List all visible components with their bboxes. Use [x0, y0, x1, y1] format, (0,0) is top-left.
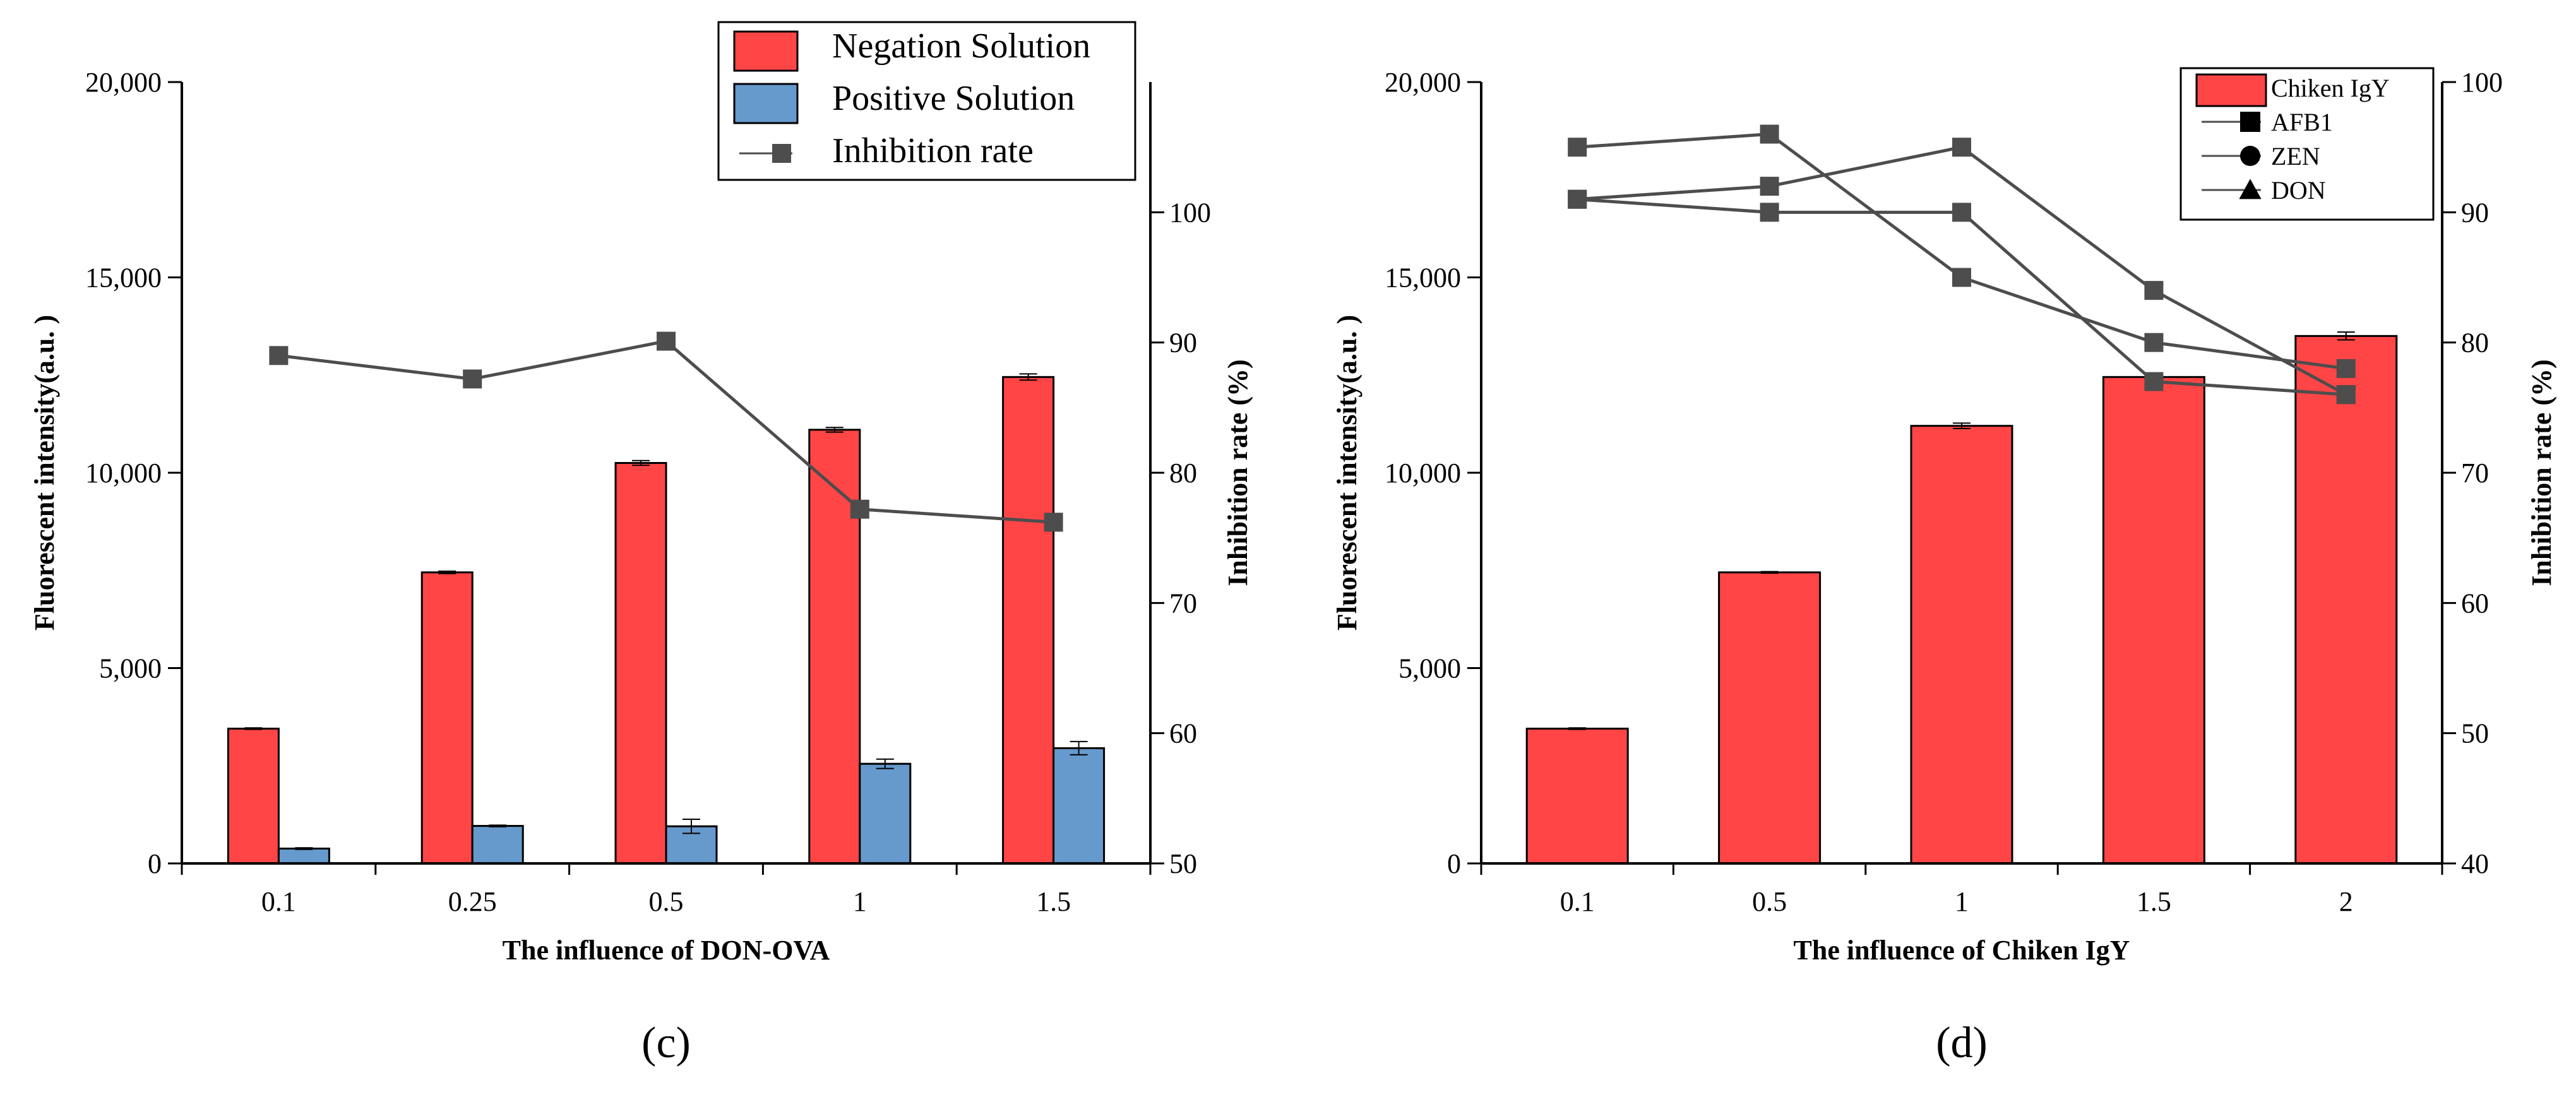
legend-label: Negation Solution: [832, 27, 1090, 66]
x-tick-label: 0.25: [448, 886, 497, 917]
y2-tick-label: 100: [1169, 197, 1211, 228]
y-tick-label: 0: [148, 848, 162, 879]
data-point: [1760, 203, 1779, 222]
x-tick-label: 2: [2339, 886, 2353, 917]
y-axis-label: Fluorescent intensity(a.u. ): [1332, 315, 1363, 631]
bar: [1910, 425, 2013, 865]
data-point: [2144, 372, 2164, 391]
legend-swatch: [733, 30, 799, 72]
legend-label: Inhibition rate: [832, 131, 1034, 170]
y2-tick-label: 80: [2461, 328, 2489, 358]
y-tick-label: 0: [1447, 848, 1461, 879]
y-tick-label: 20,000: [1385, 67, 1461, 98]
bar: [1052, 747, 1106, 865]
bar: [859, 762, 912, 865]
y-tick-label: 5,000: [99, 653, 162, 684]
y-tick-label: 10,000: [85, 458, 162, 489]
legend-label: Positive Solution: [832, 79, 1075, 118]
panel-d: 0 5,000 10,000 15,000 20,000 40 50 60 70 80 90 100 0…: [1332, 67, 2557, 1067]
y2-tick-label: 90: [2461, 197, 2489, 228]
bar: [808, 429, 861, 865]
data-point: [2144, 281, 2164, 300]
legend-label: ZEN: [2271, 142, 2320, 170]
legend-label: DON: [2271, 176, 2326, 204]
y-tick-label: 5,000: [1398, 653, 1461, 684]
x-tick-label: 0.5: [1752, 886, 1787, 917]
legend-marker: [2240, 112, 2260, 132]
data-point: [1760, 177, 1779, 196]
x-tick-label: 1: [1955, 886, 1969, 917]
y-axis-label: Fluorescent intensity(a.u. ): [29, 315, 60, 631]
y-tick-label: 15,000: [85, 263, 162, 293]
bar: [277, 847, 330, 865]
series-line: [1577, 198, 2346, 396]
data-point: [657, 331, 676, 351]
bar: [420, 571, 474, 865]
data-point: [463, 369, 482, 389]
bar: [227, 727, 280, 865]
x-tick-label: 1.5: [2137, 886, 2171, 917]
data-point: [1044, 512, 1063, 532]
data-point: [1760, 124, 1779, 144]
x-axis-label: The influence of DON-OVA: [503, 935, 830, 966]
y2-tick-label: 70: [1169, 588, 1197, 619]
y2-tick-label: 50: [2461, 718, 2489, 749]
y2-tick-label: 90: [1169, 328, 1197, 358]
x-tick-label: 1.5: [1036, 886, 1071, 917]
bar: [1002, 376, 1055, 865]
bar: [2102, 376, 2205, 865]
y2-tick-label: 100: [2461, 67, 2503, 98]
data-point: [1568, 189, 1587, 209]
y-tick-label: 10,000: [1385, 458, 1461, 489]
data-point: [1952, 268, 1971, 287]
panel-label: (c): [641, 1019, 691, 1067]
legend: Negation Solution Positive Solution Inhibi…: [717, 21, 1136, 181]
y2-tick-label: 50: [1169, 848, 1197, 879]
bar: [1718, 571, 1822, 865]
data-point: [269, 346, 289, 365]
x-tick-label: 0.1: [1560, 886, 1595, 917]
data-point: [2336, 358, 2356, 378]
legend-swatch: [2195, 73, 2267, 107]
bar: [1525, 727, 1629, 865]
x-tick-label: 0.1: [261, 886, 296, 917]
data-point: [2336, 385, 2356, 405]
legend-label: Chiken IgY: [2271, 74, 2390, 102]
legend-marker: [2239, 179, 2262, 199]
data-point: [1952, 138, 1971, 157]
data-point: [850, 499, 869, 519]
y2-axis-label: Inhibition rate (%): [2526, 359, 2557, 586]
panel-c: 0 5,000 10,000 15,000 20,000 50 60 70 80 90 100 0.1…: [29, 21, 1253, 1067]
legend-marker: [772, 144, 791, 163]
panel-label: (d): [1936, 1019, 1988, 1067]
y2-tick-label: 40: [2461, 848, 2489, 879]
bar: [614, 462, 667, 865]
legend-label: AFB1: [2271, 108, 2333, 136]
legend-swatch: [733, 83, 799, 124]
bar: [2294, 335, 2398, 865]
legend: Chiken IgY AFB1 ZEN DON: [2179, 67, 2435, 221]
data-point: [2144, 333, 2164, 352]
y2-tick-label: 60: [2461, 588, 2489, 619]
data-point: [1568, 138, 1587, 157]
data-point: [1952, 203, 1971, 222]
y2-tick-label: 80: [1169, 458, 1197, 489]
x-tick-label: 0.5: [649, 886, 684, 917]
bar: [471, 825, 524, 865]
x-axis-label: The influence of Chiken IgY: [1794, 935, 2130, 966]
y2-axis-label: Inhibition rate (%): [1222, 359, 1253, 586]
y-tick-label: 20,000: [85, 67, 162, 98]
y2-tick-label: 70: [2461, 458, 2489, 489]
y2-tick-label: 60: [1169, 718, 1197, 749]
y-tick-label: 15,000: [1385, 263, 1461, 293]
legend-marker: [2240, 146, 2260, 166]
x-tick-label: 1: [853, 886, 867, 917]
